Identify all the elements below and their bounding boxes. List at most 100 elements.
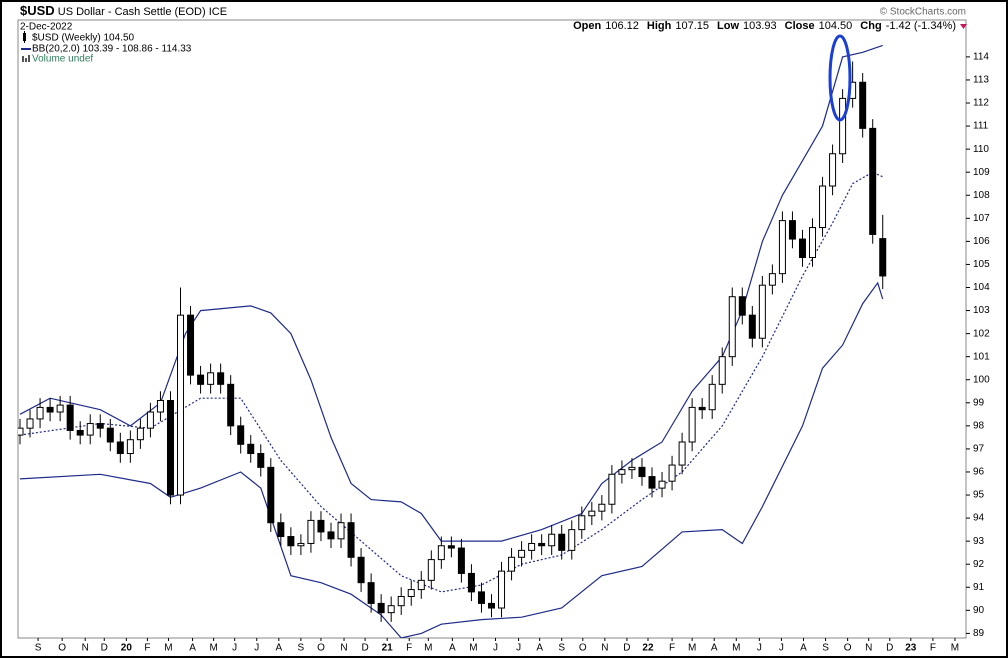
x-tick-label: D xyxy=(886,643,893,654)
candle-body xyxy=(36,406,44,420)
y-tick-label: 112 xyxy=(973,98,989,109)
candle-body xyxy=(347,522,355,558)
y-tick-label: 102 xyxy=(973,328,990,339)
candle-body xyxy=(136,427,144,441)
candle-body xyxy=(297,542,305,547)
x-tick-label: N xyxy=(601,643,608,654)
candle-body xyxy=(608,473,616,505)
x-tick-label: A xyxy=(536,643,543,654)
candle-body xyxy=(287,536,295,547)
date: 2-Dec-2022 xyxy=(20,22,73,33)
candle-body xyxy=(187,314,195,376)
x-tick-label: O xyxy=(317,643,325,654)
x-tick-label: D xyxy=(361,643,368,654)
candle-body xyxy=(447,545,455,549)
quote-value: 103.93 xyxy=(743,20,777,32)
chart-title: $USD US Dollar - Cash Settle (EOD) ICE xyxy=(20,3,227,18)
x-tick-label: A xyxy=(800,643,807,654)
candle-body xyxy=(879,238,887,277)
candle-body xyxy=(678,441,686,466)
candle-body xyxy=(207,372,215,385)
candle-body xyxy=(116,441,124,455)
candle-body xyxy=(146,411,154,429)
candle-body xyxy=(688,406,696,443)
legend-icon xyxy=(25,58,27,62)
symbol: $USD xyxy=(20,3,55,18)
legend-icon xyxy=(22,56,24,62)
candle-body xyxy=(698,406,706,411)
plot-area xyxy=(17,19,967,639)
quote-label: Close xyxy=(785,20,815,32)
y-tick-label: 105 xyxy=(973,259,990,270)
candle-body xyxy=(357,556,365,584)
y-tick-label: 109 xyxy=(973,167,990,178)
legend-entry: Volume undef xyxy=(32,54,93,65)
candle-body xyxy=(538,542,546,547)
x-tick-label: M xyxy=(688,643,696,654)
x-tick-label: N xyxy=(82,643,89,654)
candle-body xyxy=(839,97,847,155)
candle-body xyxy=(166,399,174,496)
candle-body xyxy=(558,533,566,551)
candle-body xyxy=(337,522,345,540)
candle-body xyxy=(307,519,315,544)
y-tick-label: 91 xyxy=(973,582,985,593)
y-tick-label: 103 xyxy=(973,305,990,316)
title-rest: US Dollar - Cash Settle (EOD) ICE xyxy=(55,6,227,18)
candle-body xyxy=(18,427,24,436)
candle-body xyxy=(477,591,485,604)
quote-value: -1.42 (-1.34%) xyxy=(886,20,956,32)
candle-body xyxy=(798,238,806,259)
legend-entry: $USD (Weekly) 104.50 xyxy=(32,33,135,44)
x-tick-label: 23 xyxy=(905,643,917,654)
y-tick-label: 113 xyxy=(973,75,989,86)
candle-body xyxy=(648,476,656,489)
x-tick-label: J xyxy=(493,643,498,654)
y-tick-label: 95 xyxy=(973,490,985,501)
bollinger-band xyxy=(19,281,884,638)
candle-body xyxy=(658,480,666,489)
candle-body xyxy=(177,314,185,496)
candle-body xyxy=(528,542,536,551)
candle-body xyxy=(568,529,576,551)
candle-body xyxy=(267,466,275,524)
x-tick-label: N xyxy=(340,643,347,654)
x-tick-label: J xyxy=(516,643,521,654)
copyright: © StockCharts.com xyxy=(880,7,966,18)
x-tick-label: J xyxy=(254,643,259,654)
candle-body xyxy=(227,383,235,427)
y-tick-label: 99 xyxy=(973,397,985,408)
candle-body xyxy=(257,453,265,468)
candle-body xyxy=(76,429,84,436)
candle-body xyxy=(277,522,285,538)
candle-body xyxy=(638,466,646,478)
x-tick-label: D xyxy=(101,643,108,654)
y-tick-label: 107 xyxy=(973,213,990,224)
candle-body xyxy=(778,220,786,275)
candle-body xyxy=(628,466,636,471)
candle-body xyxy=(247,443,255,455)
candle-body xyxy=(377,602,385,614)
quote: Open 106.12 High 107.15 Low 103.93 Close 104.50… xyxy=(573,20,956,32)
candle-body xyxy=(859,81,867,129)
candle-body xyxy=(708,383,716,411)
y-tick-label: 101 xyxy=(973,351,990,362)
x-tick-label: J xyxy=(757,643,762,654)
candle-body xyxy=(618,469,626,475)
x-tick-label: M xyxy=(209,643,217,654)
x-tick-label: F xyxy=(406,643,412,654)
candle-body xyxy=(508,556,516,572)
candle-body xyxy=(728,296,736,358)
highlight-ellipse xyxy=(828,34,852,122)
candle-body xyxy=(498,570,506,609)
candle-body xyxy=(46,406,54,413)
y-tick-label: 111 xyxy=(973,121,989,132)
y-tick-label: 104 xyxy=(973,282,990,293)
y-tick-label: 90 xyxy=(973,605,985,616)
x-tick-label: D xyxy=(623,643,630,654)
y-tick-label: 110 xyxy=(973,144,989,155)
candle-body xyxy=(768,273,776,286)
candle-body xyxy=(106,427,114,443)
